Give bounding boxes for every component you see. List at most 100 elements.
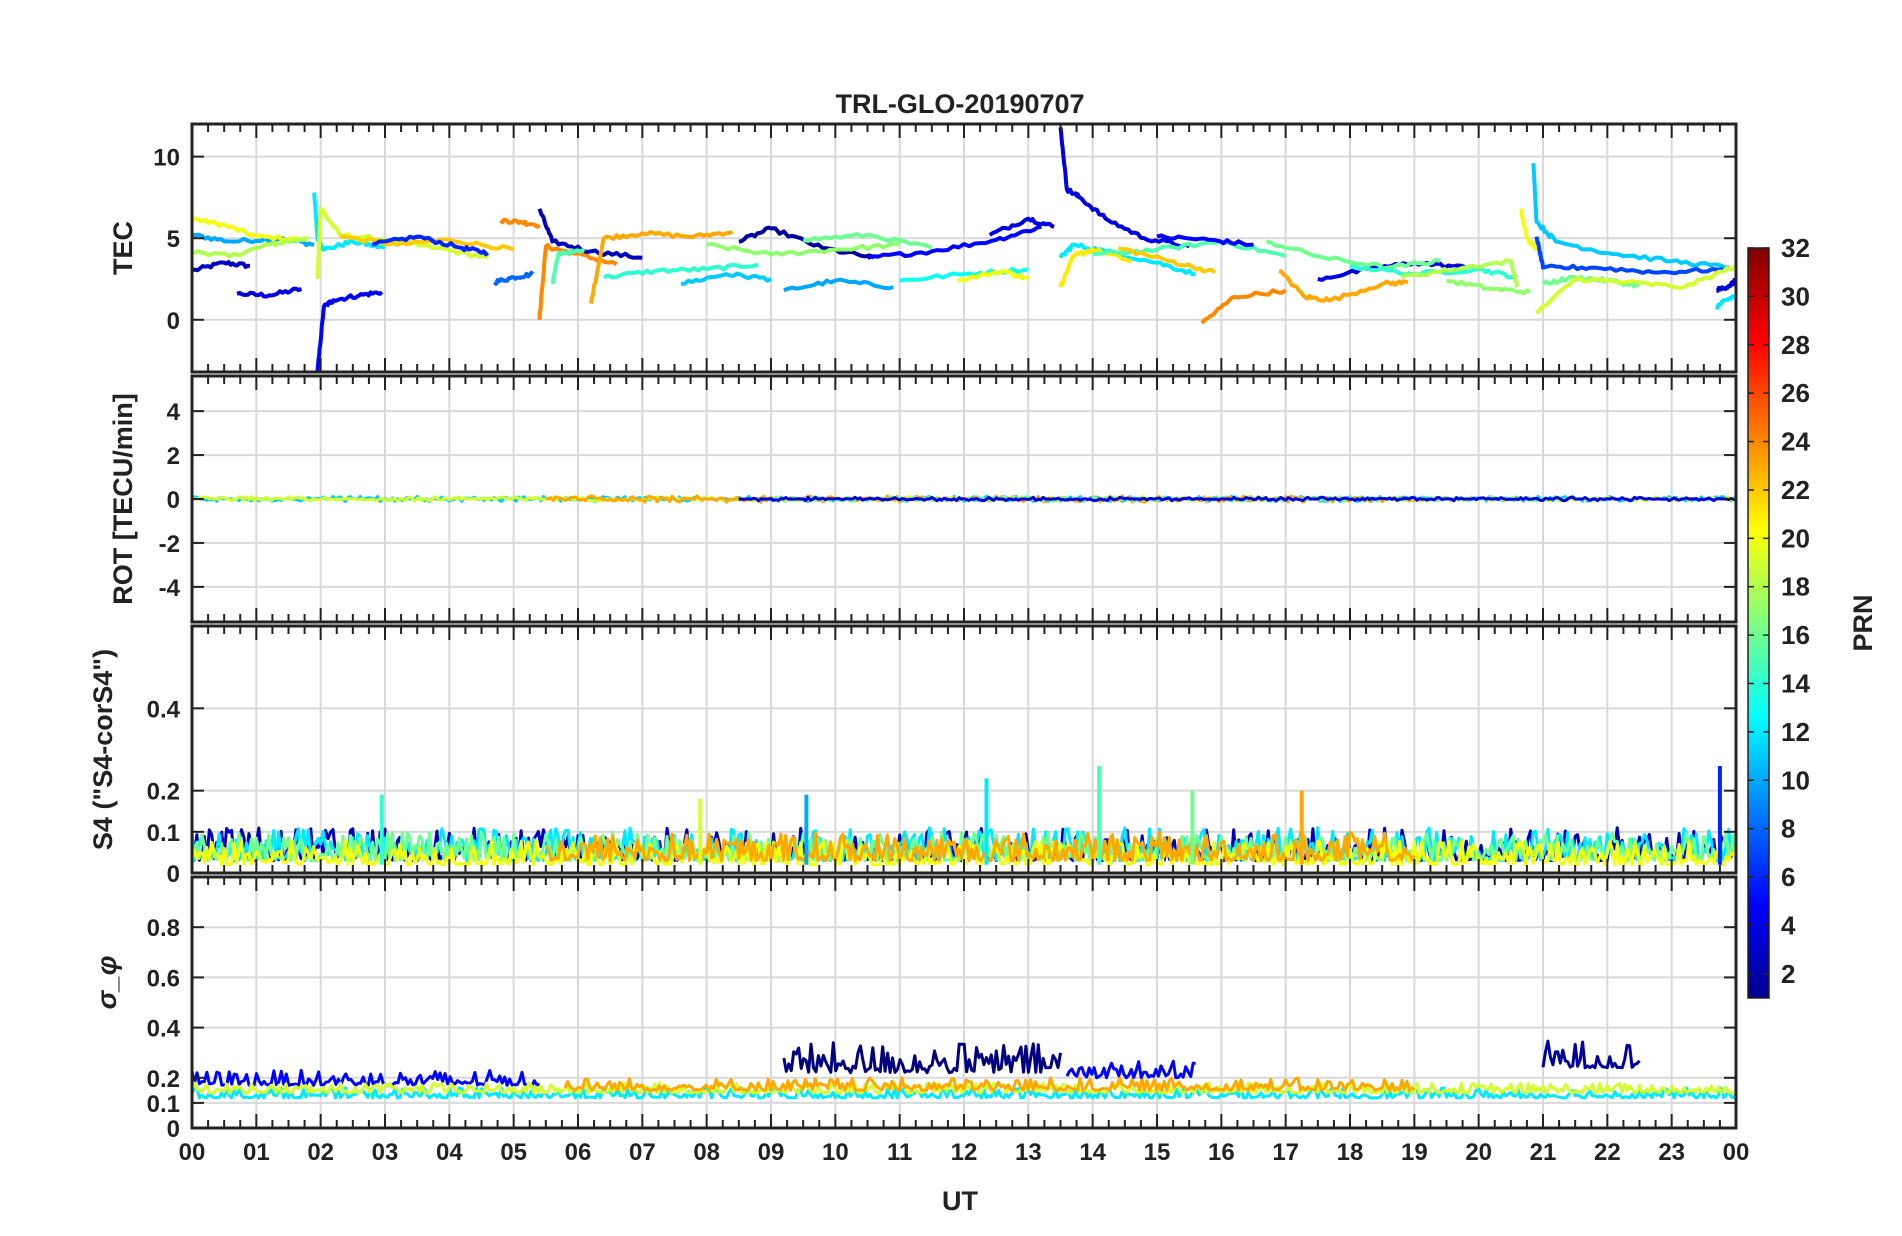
series-line-prn-23 (1278, 268, 1409, 303)
y-tick-label: 0.2 (147, 1066, 180, 1093)
y-tick-label: 10 (153, 145, 180, 172)
series-line-prn-4 (988, 216, 1055, 237)
series-line-prn-4 (236, 286, 303, 299)
x-tick-label: 14 (1079, 1139, 1106, 1166)
x-axis-label: UT (942, 1186, 978, 1216)
y-tick-label: -2 (159, 531, 180, 558)
colorbar-tick-label: 2 (1781, 959, 1795, 989)
series-line-prn-14 (602, 262, 759, 280)
colorbar-tick-label: 6 (1781, 862, 1795, 892)
y-axis-label: ROT [TECU/min] (108, 393, 138, 604)
x-tick-label: 08 (693, 1139, 720, 1166)
series-line-prn-14 (1349, 264, 1518, 280)
x-tick-label: 00 (1723, 1139, 1750, 1166)
colorbar-tick-label: 16 (1781, 620, 1810, 650)
series-line-prn-10 (783, 277, 894, 293)
x-tick-label: 18 (1337, 1139, 1364, 1166)
series-line-prn-24 (499, 217, 541, 229)
x-tick-label: 22 (1594, 1139, 1621, 1166)
x-tick-label: 03 (372, 1139, 399, 1166)
series-line-prn-18 (191, 236, 309, 259)
series-line-prn-4 (1058, 127, 1191, 249)
x-tick-label: 07 (629, 1139, 656, 1166)
y-axis-label: TEC (108, 221, 138, 275)
colorbar-tick-label: 26 (1781, 378, 1810, 408)
x-tick-label: 12 (951, 1139, 978, 1166)
y-tick-label: 0.8 (147, 915, 180, 942)
colorbar-tick-label: 20 (1781, 523, 1810, 553)
x-tick-label: 02 (307, 1139, 334, 1166)
series-line-prn-3 (537, 208, 643, 260)
x-tick-label: 19 (1401, 1139, 1428, 1166)
colorbar-gradient (1747, 247, 1770, 999)
panel-rot: -4 -2 0 2 4 ROT [TECU/min] (108, 374, 1738, 624)
series-line-prn-7 (1534, 236, 1724, 276)
panel-sigma_phi: 00.10.2 0.4 0.6 0.8 σ_φ (91, 875, 1738, 1143)
y-tick-label: 0.1 (147, 820, 180, 847)
y-tick-label: -4 (159, 575, 181, 602)
x-tick-label: 15 (1144, 1139, 1171, 1166)
panel-tec: 0 5 10 TEC (108, 122, 1738, 374)
x-tick-label: 05 (500, 1139, 527, 1166)
colorbar-tick-label: 4 (1781, 910, 1796, 940)
x-tick-label: 13 (1015, 1139, 1042, 1166)
colorbar-label: PRN (1848, 594, 1878, 651)
x-tick-label: 00 (179, 1139, 206, 1166)
series-line-prn-23 (588, 229, 734, 304)
series-line-prn-5 (1156, 233, 1254, 248)
series-line-prn-12 (1715, 294, 1738, 310)
noise-band-prn-4 (738, 495, 1737, 503)
series-line-prn-15 (1092, 239, 1287, 259)
series-line-prn-18 (1400, 258, 1520, 289)
series-line-prn-17 (706, 241, 901, 257)
series-line-prn-3 (191, 260, 250, 273)
noise-band-prn-1 (782, 1041, 1062, 1075)
series-line-prn-2 (738, 225, 875, 260)
y-tick-label: 0 (167, 308, 180, 335)
x-tick-label: 11 (887, 1139, 912, 1166)
x-tick-label: 16 (1208, 1139, 1235, 1166)
series-line-prn-11 (680, 271, 772, 286)
series-line-prn-24 (537, 243, 618, 320)
y-axis-label: S4 ("S4-corS4") (88, 649, 118, 850)
chart-title: TRL-GLO-20190707 (835, 89, 1084, 119)
x-tick-label: 01 (243, 1139, 270, 1166)
y-tick-label: 0.1 (147, 1091, 180, 1118)
x-tick-label: 20 (1465, 1139, 1492, 1166)
y-tick-label: 0.4 (147, 696, 181, 723)
x-tick-label: 21 (1530, 1139, 1557, 1166)
colorbar-tick-label: 18 (1781, 572, 1810, 602)
series-line-prn-5 (315, 290, 384, 373)
series-line-prn-21 (1058, 247, 1132, 288)
colorbar-tick-label: 28 (1781, 330, 1810, 360)
series-line-prn-17 (1445, 278, 1532, 296)
noise-band-prn-23 (563, 1076, 1416, 1092)
noise-band-prn-19 (190, 1081, 1738, 1095)
y-tick-label: 0 (167, 487, 180, 514)
y-tick-label: 5 (167, 226, 180, 253)
series-line-prn-22 (339, 234, 515, 252)
x-tick-label: 10 (822, 1139, 849, 1166)
x-tick-label: 17 (1272, 1139, 1299, 1166)
y-axis-label: σ_φ (91, 956, 122, 1010)
series-line-prn-19 (1535, 264, 1738, 315)
series-line-prn-20 (1518, 207, 1539, 252)
noise-band-prn-5 (1065, 1059, 1196, 1080)
series-line-prn-11 (1531, 163, 1730, 270)
y-tick-label: 2 (167, 443, 180, 470)
series-line-prn-19 (315, 206, 489, 280)
noise-band-prn-23 (545, 830, 1416, 863)
x-tick-label: 04 (436, 1139, 463, 1166)
series-line-prn-8 (493, 270, 535, 286)
y-tick-label: 0 (167, 861, 180, 888)
series-line-prn-20 (191, 216, 309, 243)
colorbar-tick-label: 32 (1781, 233, 1810, 263)
series-line-prn-15 (550, 248, 586, 285)
series-line-prn-24 (1200, 288, 1287, 325)
colorbar-tick-label: 8 (1781, 814, 1795, 844)
y-tick-label: 0.2 (147, 779, 180, 806)
colorbar-tick-label: 12 (1781, 717, 1810, 747)
colorbar-tick-label: 10 (1781, 765, 1810, 795)
